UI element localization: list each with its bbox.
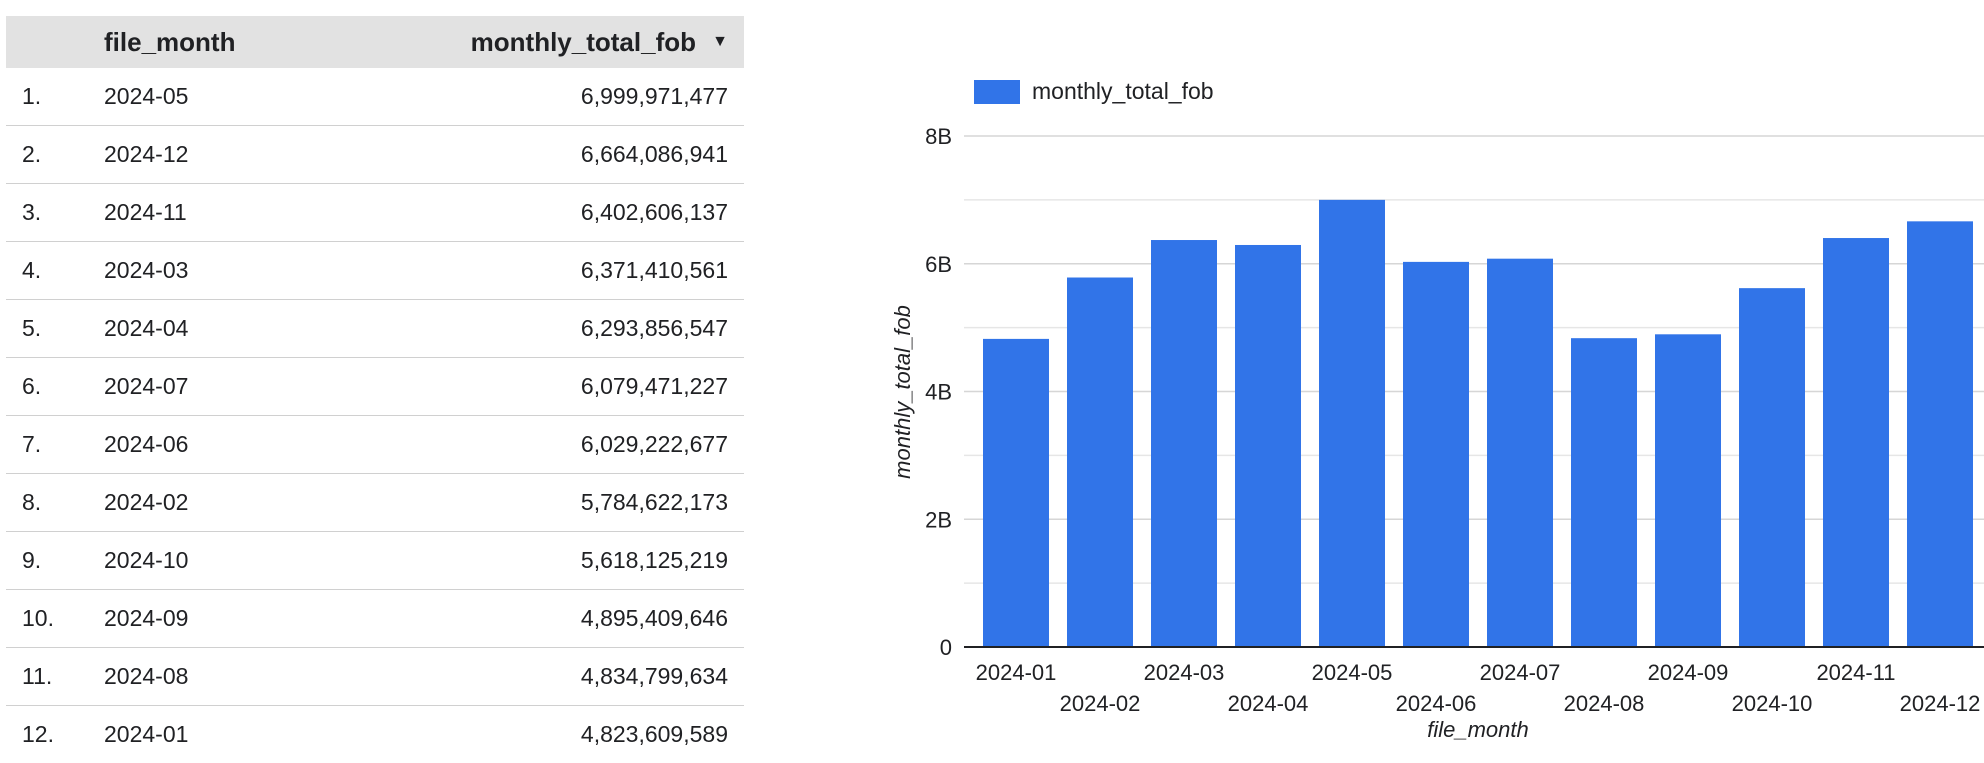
x-tick-label: 2024-11 [1816, 660, 1895, 685]
row-index: 1. [22, 83, 42, 109]
table-row[interactable]: 7. 2024-06 6,029,222,677 [6, 416, 744, 474]
row-index: 5. [22, 315, 42, 341]
row-monthly-total-fob: 4,895,409,646 [580, 605, 728, 631]
y-tick-label: 4B [925, 380, 952, 405]
bar[interactable] [1571, 338, 1637, 647]
table-row[interactable]: 12. 2024-01 4,823,609,589 [6, 706, 744, 763]
row-index: 10. [22, 605, 54, 631]
row-index: 4. [22, 257, 42, 283]
legend-label: monthly_total_fob [1032, 78, 1214, 104]
bar[interactable] [1907, 221, 1973, 647]
bar[interactable] [1487, 258, 1553, 647]
y-tick-label: 8B [925, 124, 952, 149]
row-monthly-total-fob: 5,784,622,173 [580, 489, 728, 515]
x-tick-label: 2024-05 [1312, 660, 1393, 685]
row-monthly-total-fob: 4,834,799,634 [580, 663, 728, 689]
y-tick-label: 0 [940, 635, 952, 660]
row-monthly-total-fob: 6,371,410,561 [580, 257, 728, 283]
x-tick-label: 2024-03 [1144, 660, 1225, 685]
row-index: 12. [22, 721, 54, 747]
bar[interactable] [1739, 288, 1805, 647]
row-index: 8. [22, 489, 42, 515]
bar[interactable] [1067, 277, 1133, 647]
data-table: file_month monthly_total_fob ▼ 1. 2024-05… [6, 16, 744, 763]
row-index: 2. [22, 141, 42, 167]
header-file-month[interactable]: file_month [104, 26, 236, 57]
table-row[interactable]: 9. 2024-10 5,618,125,219 [6, 532, 744, 590]
row-index: 9. [22, 547, 42, 573]
row-index: 11. [22, 663, 53, 689]
x-tick-label: 2024-02 [1060, 691, 1141, 716]
header-monthly-total-fob[interactable]: monthly_total_fob ▼ [404, 27, 744, 58]
y-tick-label: 2B [925, 507, 952, 532]
bar[interactable] [1319, 199, 1385, 647]
row-index: 6. [22, 373, 42, 399]
sort-descending-icon[interactable]: ▼ [712, 33, 728, 50]
table-row[interactable]: 10. 2024-09 4,895,409,646 [6, 590, 744, 648]
table-row[interactable]: 1. 2024-05 6,999,971,477 [6, 68, 744, 126]
bar[interactable] [1655, 334, 1721, 647]
y-tick-label: 6B [925, 252, 952, 277]
x-tick-label: 2024-01 [976, 660, 1057, 685]
row-file-month: 2024-07 [104, 373, 189, 399]
x-tick-label: 2024-06 [1396, 691, 1477, 716]
bar[interactable] [1151, 240, 1217, 647]
row-file-month: 2024-06 [104, 431, 189, 457]
row-file-month: 2024-10 [104, 547, 189, 573]
row-index: 7. [22, 431, 42, 457]
row-monthly-total-fob: 5,618,125,219 [580, 547, 728, 573]
row-file-month: 2024-03 [104, 257, 189, 283]
x-tick-label: 2024-10 [1732, 691, 1813, 716]
table-row[interactable]: 3. 2024-11 6,402,606,137 [6, 184, 744, 242]
table-row[interactable]: 4. 2024-03 6,371,410,561 [6, 242, 744, 300]
x-tick-label: 2024-12 [1900, 691, 1981, 716]
row-file-month: 2024-02 [104, 489, 189, 515]
bar-chart: monthly_total_fob 0 2B 4B 6B 8B 2024-01 2024-0… [870, 0, 1984, 754]
row-monthly-total-fob: 6,999,971,477 [580, 83, 728, 109]
row-file-month: 2024-08 [104, 663, 189, 689]
table-row[interactable]: 2. 2024-12 6,664,086,941 [6, 126, 744, 184]
bar[interactable] [983, 338, 1049, 647]
row-file-month: 2024-04 [104, 315, 189, 341]
table-row[interactable]: 5. 2024-04 6,293,856,547 [6, 300, 744, 358]
row-file-month: 2024-05 [104, 83, 189, 109]
y-axis-title: monthly_total_fob [890, 305, 915, 479]
table-header: file_month monthly_total_fob ▼ [6, 16, 744, 68]
row-monthly-total-fob: 6,079,471,227 [580, 373, 728, 399]
header-monthly-total-fob-label: monthly_total_fob [470, 26, 696, 57]
x-tick-label: 2024-04 [1228, 691, 1309, 716]
chart-canvas: 02B4B6B8B2024-012024-022024-032024-04202… [890, 124, 1984, 742]
table-body: 1. 2024-05 6,999,971,477 2. 2024-12 6,664,086… [6, 68, 744, 763]
table-row[interactable]: 6. 2024-07 6,079,471,227 [6, 358, 744, 416]
row-monthly-total-fob: 6,293,856,547 [580, 315, 728, 341]
x-tick-label: 2024-08 [1564, 691, 1645, 716]
x-tick-label: 2024-09 [1648, 660, 1729, 685]
row-file-month: 2024-09 [104, 605, 189, 631]
x-tick-label: 2024-07 [1480, 660, 1561, 685]
table-row[interactable]: 8. 2024-02 5,784,622,173 [6, 474, 744, 532]
row-monthly-total-fob: 6,664,086,941 [580, 141, 728, 167]
row-index: 3. [22, 199, 42, 225]
row-monthly-total-fob: 6,029,222,677 [580, 431, 728, 457]
table-row[interactable]: 11. 2024-08 4,834,799,634 [6, 648, 744, 706]
row-monthly-total-fob: 6,402,606,137 [580, 199, 728, 225]
legend-swatch [974, 79, 1020, 104]
x-axis-title: file_month [1427, 717, 1529, 742]
bar[interactable] [1403, 261, 1469, 647]
row-file-month: 2024-12 [104, 141, 189, 167]
row-file-month: 2024-01 [104, 721, 189, 747]
row-monthly-total-fob: 4,823,609,589 [580, 721, 728, 747]
row-file-month: 2024-11 [104, 199, 187, 225]
bar[interactable] [1235, 244, 1301, 647]
chart-legend[interactable]: monthly_total_fob [974, 78, 1214, 105]
bar[interactable] [1823, 238, 1889, 647]
